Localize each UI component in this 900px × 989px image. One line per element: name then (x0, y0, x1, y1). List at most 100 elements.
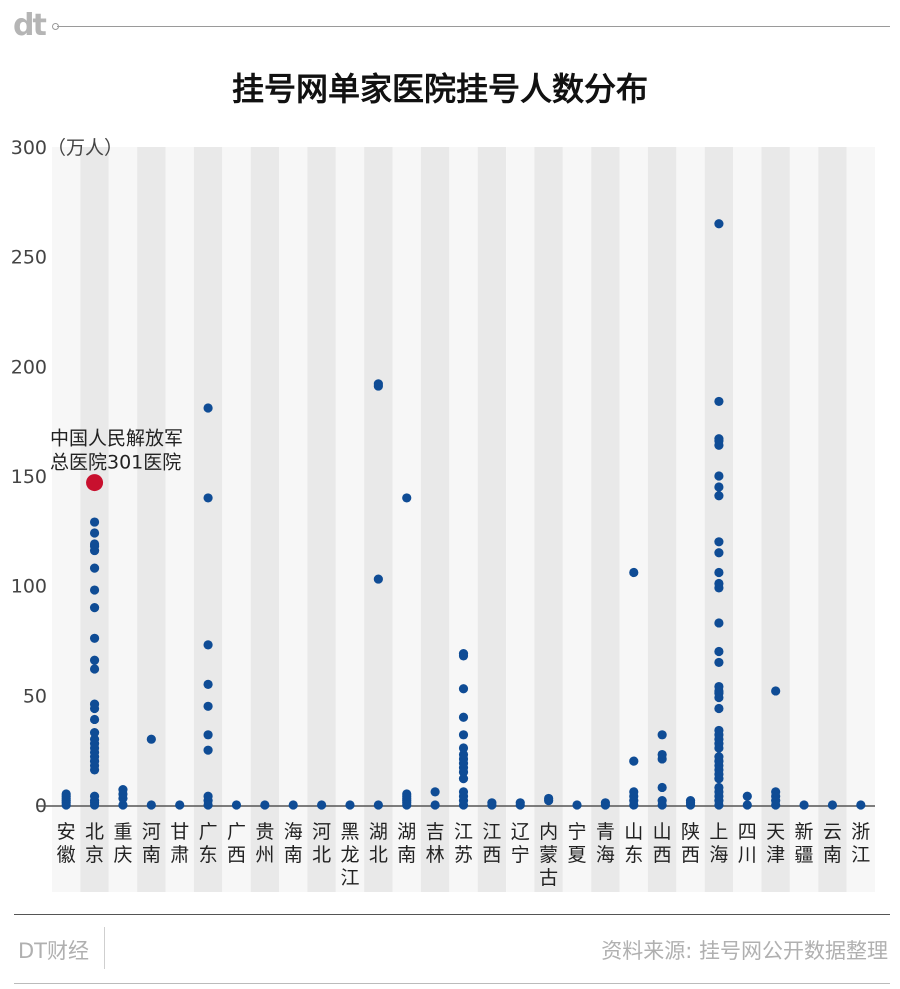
data-point (203, 640, 213, 650)
data-point (714, 396, 724, 407)
data-point (89, 539, 100, 549)
category-band (534, 147, 563, 892)
data-point (714, 725, 724, 736)
data-point (629, 567, 639, 578)
x-tick-label: 湖南 (397, 821, 416, 866)
y-tick-label: 200 (11, 356, 47, 378)
data-point (260, 800, 270, 810)
x-tick-label: 安徽 (57, 821, 76, 866)
x-tick-label: 重庆 (113, 821, 132, 866)
category-band (676, 147, 705, 892)
category-band (647, 147, 677, 892)
category-band (250, 147, 280, 892)
data-point (714, 471, 724, 481)
x-tick-label: 广西 (227, 821, 246, 866)
data-point (373, 379, 383, 389)
x-tick-label: 内蒙古 (539, 821, 558, 889)
category-band (506, 147, 535, 892)
y-tick-label: 300 (11, 137, 47, 159)
data-point (89, 728, 100, 738)
y-tick-label: 100 (11, 576, 47, 598)
x-tick-label: 贵州 (255, 821, 274, 866)
data-point (714, 646, 724, 657)
data-point (203, 701, 213, 711)
category-band (733, 147, 762, 892)
data-point (345, 800, 355, 810)
x-tick-label: 辽宁 (511, 821, 530, 866)
x-tick-label: 江西 (482, 821, 501, 866)
data-point (61, 789, 71, 799)
data-point (203, 745, 213, 755)
x-tick-label: 江苏 (454, 821, 473, 866)
data-point (203, 679, 213, 689)
data-point (458, 712, 469, 722)
data-point (629, 787, 639, 797)
x-tick-label: 河南 (142, 821, 161, 866)
y-tick-label: 150 (11, 466, 47, 488)
category-band (52, 147, 81, 892)
data-point (458, 649, 469, 659)
data-point (89, 734, 100, 744)
highlight-annotation: 中国人民解放军总医院301医院 (50, 428, 183, 492)
data-point (317, 800, 327, 810)
x-tick-label: 上海 (709, 821, 728, 866)
x-tick-label: 青海 (596, 821, 615, 866)
data-point (89, 791, 100, 801)
x-tick-label: 山东 (624, 821, 643, 866)
data-point (714, 703, 724, 714)
x-tick-label: 湖北 (369, 821, 388, 866)
data-point (458, 730, 469, 740)
data-point (458, 787, 469, 797)
data-point (430, 800, 440, 810)
data-point (600, 798, 610, 808)
category-band (222, 147, 251, 892)
data-point (89, 633, 100, 643)
data-point (89, 517, 100, 527)
data-point (89, 664, 100, 674)
data-point (89, 563, 100, 573)
data-point (203, 403, 213, 413)
data-point (146, 734, 156, 744)
data-point (430, 787, 440, 797)
x-tick-label: 四川 (738, 821, 757, 866)
footer-source: 资料来源: 挂号网公开数据整理 (601, 939, 888, 963)
data-point (544, 793, 554, 804)
data-point (373, 800, 383, 810)
data-point (657, 796, 667, 806)
data-point (203, 493, 213, 503)
category-band (108, 147, 138, 892)
data-point (458, 684, 469, 694)
data-point (657, 730, 667, 740)
x-tick-label: 山西 (653, 821, 672, 866)
data-point (657, 749, 667, 760)
data-point (714, 681, 724, 692)
data-point (742, 791, 752, 801)
x-tick-label: 海南 (284, 821, 303, 866)
category-band (307, 147, 336, 892)
y-tick-label: 50 (23, 685, 47, 707)
highlight-point (86, 474, 104, 492)
x-tick-label: 浙江 (851, 821, 870, 866)
category-band (846, 147, 875, 892)
data-point (175, 800, 185, 810)
x-tick-label: 新疆 (795, 821, 814, 866)
category-band (477, 147, 507, 892)
data-point (742, 800, 752, 810)
data-point (402, 789, 412, 799)
data-point (827, 800, 838, 810)
data-point (856, 800, 866, 810)
data-point (373, 574, 383, 584)
x-tick-label: 宁夏 (568, 821, 587, 866)
x-tick-label: 河北 (312, 821, 331, 866)
data-point (714, 434, 724, 444)
footer-end-rule (14, 983, 890, 984)
x-tick-label: 陕西 (681, 821, 700, 866)
data-point (89, 655, 100, 665)
data-point (714, 567, 724, 578)
y-axis-unit-label: （万人） (47, 137, 123, 159)
data-point (771, 686, 781, 696)
data-point (714, 657, 724, 668)
data-point (714, 578, 724, 589)
